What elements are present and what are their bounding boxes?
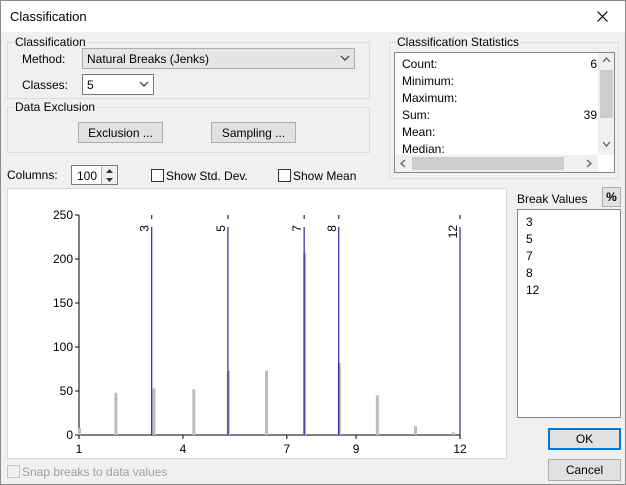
histogram-panel[interactable]: 0 50 100 150 200 250 1 4 7 9 12 3 5 7 8 12 [7, 188, 507, 459]
break-line-label: 5 [214, 225, 228, 232]
stat-row-maximum: Maximum: [402, 91, 458, 105]
window-title: Classification [10, 9, 87, 24]
cancel-button[interactable]: Cancel [548, 459, 621, 481]
title-bar: Classification [1, 1, 625, 32]
break-line-label: 8 [325, 225, 339, 232]
y-tick-label: 50 [60, 384, 74, 398]
snap-breaks-label[interactable]: Snap breaks to data values [22, 465, 168, 479]
show-std-dev-checkbox[interactable] [151, 169, 164, 182]
break-value-item[interactable]: 12 [526, 283, 540, 297]
stat-row-sum: Sum: 39 [402, 108, 597, 122]
break-values-list[interactable]: 3 5 7 8 12 [517, 209, 621, 418]
break-line-label: 7 [290, 225, 304, 232]
histogram-bar [192, 389, 196, 435]
method-dropdown[interactable]: Natural Breaks (Jenks) [82, 48, 355, 69]
classes-label: Classes: [22, 78, 69, 92]
histogram-bar [114, 392, 118, 435]
y-tick-label: 0 [66, 428, 73, 442]
classification-group-label: Classification [14, 35, 87, 49]
y-tick-label: 150 [53, 296, 73, 310]
chevron-down-icon [340, 55, 350, 61]
horizontal-scroll-thumb[interactable] [412, 157, 564, 170]
show-mean-label[interactable]: Show Mean [293, 169, 357, 183]
break-line-label: 12 [446, 225, 460, 239]
histogram-bar [413, 426, 417, 435]
close-button[interactable] [579, 1, 625, 32]
x-tick-label: 4 [180, 442, 187, 456]
histogram-bar [152, 388, 156, 435]
histogram-bar [452, 432, 456, 435]
x-tick-label: 7 [283, 442, 290, 456]
exclusion-button[interactable]: Exclusion ... [78, 122, 163, 143]
stat-row-median: Median: [402, 142, 445, 156]
chevron-down-icon[interactable] [602, 141, 611, 148]
snap-breaks-checkbox[interactable] [7, 465, 20, 478]
x-tick-label: 1 [76, 442, 83, 456]
chevron-up-icon[interactable] [602, 56, 611, 63]
x-tick-label: 12 [453, 442, 467, 456]
show-mean-checkbox[interactable] [278, 169, 291, 182]
chevron-down-icon [139, 81, 149, 87]
sampling-button[interactable]: Sampling ... [211, 122, 296, 143]
spin-down-icon[interactable] [102, 175, 117, 184]
spin-up-icon[interactable] [102, 166, 117, 175]
break-values-label: Break Values [517, 192, 588, 206]
chevron-right-icon[interactable] [586, 159, 593, 168]
break-value-item[interactable]: 3 [526, 215, 533, 229]
y-tick-label: 250 [53, 208, 73, 222]
columns-spin-buttons[interactable] [101, 166, 117, 184]
break-value-item[interactable]: 8 [526, 266, 533, 280]
columns-label: Columns: [7, 168, 58, 182]
classification-group: Classification [7, 36, 370, 99]
data-exclusion-group: Data Exclusion [7, 101, 370, 153]
columns-stepper[interactable]: 100 [71, 165, 118, 185]
statistics-vertical-scrollbar[interactable] [598, 53, 614, 155]
statistics-list[interactable]: Count: 6 Minimum: Maximum: Sum: 39 Mean:… [394, 52, 615, 173]
close-icon [596, 11, 608, 22]
statistics-group: Classification Statistics [389, 36, 619, 179]
histogram-bar [375, 395, 379, 435]
break-line-label: 3 [138, 225, 152, 232]
break-value-item[interactable]: 7 [526, 249, 533, 263]
percent-button[interactable]: % [602, 187, 621, 207]
statistics-group-label: Classification Statistics [396, 35, 521, 49]
classes-value: 5 [87, 78, 94, 92]
statistics-horizontal-scrollbar[interactable] [395, 155, 598, 172]
y-tick-label: 100 [53, 340, 73, 354]
method-value: Natural Breaks (Jenks) [87, 52, 210, 66]
ok-button[interactable]: OK [548, 428, 621, 450]
y-tick-label: 200 [53, 252, 73, 266]
stat-row-count: Count: 6 [402, 57, 597, 71]
method-label: Method: [22, 52, 66, 66]
stat-row-mean: Mean: [402, 125, 436, 139]
show-std-dev-label[interactable]: Show Std. Dev. [166, 169, 248, 183]
break-value-item[interactable]: 5 [526, 232, 533, 246]
data-exclusion-group-label: Data Exclusion [14, 100, 97, 114]
x-tick-label: 9 [353, 442, 360, 456]
chevron-left-icon[interactable] [399, 159, 406, 168]
vertical-scroll-thumb[interactable] [600, 70, 613, 118]
histogram-bar [265, 370, 269, 435]
stat-row-minimum: Minimum: [402, 74, 455, 88]
histogram-bar [78, 427, 81, 435]
histogram-chart[interactable]: 0 50 100 150 200 250 1 4 7 9 12 3 5 7 8 12 [8, 189, 508, 460]
columns-value: 100 [76, 169, 97, 183]
classes-dropdown[interactable]: 5 [82, 74, 154, 95]
